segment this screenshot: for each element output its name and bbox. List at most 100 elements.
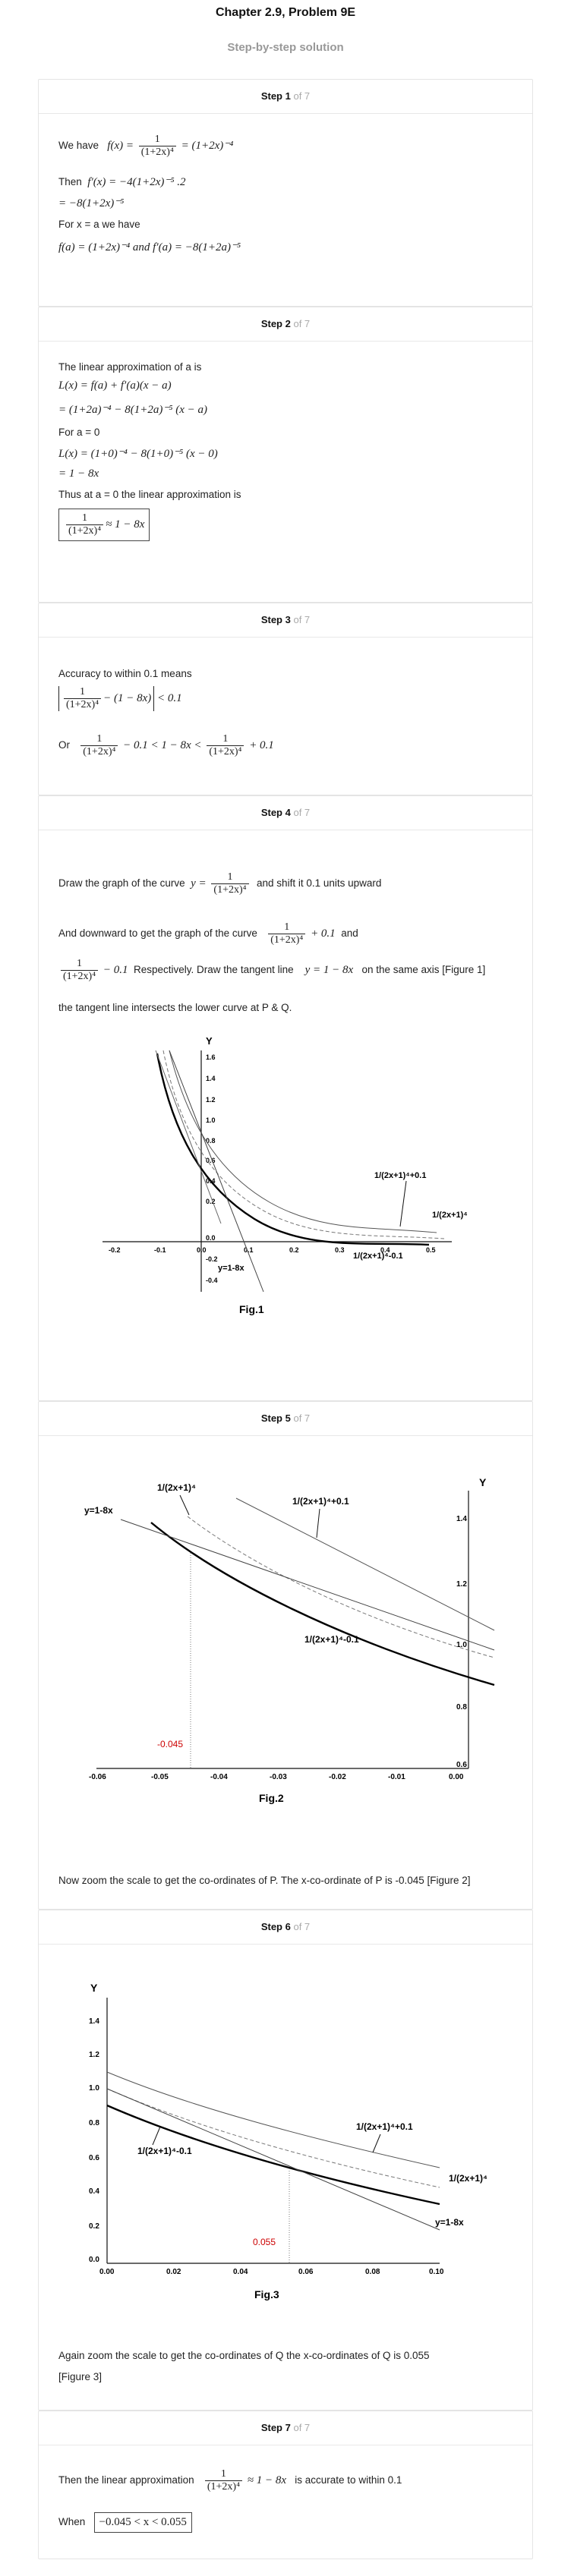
- fig2-xtick: -0.02: [329, 1773, 346, 1781]
- fig2-label-upper: 1/(2x+1)⁴+0.1: [292, 1496, 349, 1507]
- step-7-line-1: Then the linear approximation 1 (1+2x)⁴ ≈…: [58, 2468, 402, 2493]
- step-5-card: Step 5 of 7 Y 1.4 1.2 1.0 0.8 0.6 -0.06 …: [38, 1401, 533, 1910]
- fig3-xtick: 0.02: [166, 2268, 181, 2276]
- step-1-header: Step 1 of 7: [39, 80, 532, 114]
- step-2-result: 1 (1+2x)⁴ ≈ 1 − 8x: [58, 509, 150, 541]
- fig1-tangent-line-2: [155, 1050, 222, 1224]
- fig3-ytick: 0.6: [89, 2154, 99, 2162]
- step-4-t2: And downward to get the graph of the cur…: [58, 921, 358, 946]
- fig2-ytick: 0.8: [456, 1703, 467, 1712]
- fig2-label-upper-arrow: [316, 1508, 320, 1538]
- fig2-xtick: -0.05: [151, 1773, 169, 1781]
- fig2-label-tangent: y=1-8x: [84, 1505, 113, 1516]
- fig3-curve-mid: [106, 2088, 440, 2188]
- fig1-xticks: -0.2 -0.1 0.0 0.1 0.2 0.3 0.4 0.5: [109, 1246, 436, 1254]
- fig1-xtick: 0.3: [335, 1246, 345, 1254]
- fig2-xtick: -0.03: [270, 1773, 287, 1781]
- page-title: Chapter 2.9, Problem 9E: [215, 6, 356, 19]
- fig1-label-mid: 1/(2x+1)⁴: [432, 1211, 468, 1220]
- fig2-curve-upper: [235, 1497, 495, 1631]
- fig3-ytick: 1.4: [89, 2017, 99, 2026]
- fig3-ytick: 1.2: [89, 2051, 99, 2059]
- fig1-ytick: 1.0: [206, 1116, 216, 1124]
- fig1-label-lower: 1/(2x+1)⁴-0.1: [353, 1252, 403, 1261]
- fig1-tangent-line: [169, 1050, 264, 1293]
- fig3-label-tangent: y=1-8x: [435, 2217, 464, 2228]
- fig1-caption: Fig.1: [239, 1303, 264, 1315]
- step-4-t4: the tangent line intersects the lower cu…: [58, 1002, 292, 1013]
- fig3-label-mid: 1/(2x+1)⁴: [449, 2173, 487, 2184]
- fig1-ytick: 1.4: [206, 1075, 216, 1082]
- step-2-thus: Thus at a = 0 the linear approximation i…: [58, 489, 241, 500]
- fig1-label-upper: 1/(2x+1)⁴+0.1: [374, 1171, 426, 1180]
- fig2-label-lower: 1/(2x+1)⁴-0.1: [304, 1634, 359, 1645]
- fig2-yticks: 1.4 1.2 1.0 0.8 0.6: [456, 1515, 467, 1769]
- step-4-t3: 1 (1+2x)⁴ − 0.1 Respectively. Draw the ta…: [58, 958, 485, 983]
- fig2-point-label: -0.045: [157, 1739, 183, 1749]
- fig1-curve-upper: [169, 1050, 437, 1233]
- step-4-card: Step 4 of 7 Draw the graph of the curve …: [38, 795, 533, 1401]
- fig1-ytick: -0.4: [206, 1277, 218, 1284]
- step-2-l3: L(x) = (1+0)⁻⁴ − 8(1+0)⁻⁵ (x − 0): [58, 448, 218, 460]
- fig3-ytick: 0.0: [89, 2256, 99, 2264]
- fig1-label-tangent: y=1-8x: [218, 1264, 244, 1273]
- fig2-ytick: 0.6: [456, 1761, 467, 1769]
- fig1-xtick: 0.5: [426, 1246, 436, 1254]
- fig1-xtick: -0.2: [109, 1246, 121, 1254]
- fig3-xtick: 0.10: [429, 2268, 444, 2276]
- step-2-l4: = 1 − 8x: [58, 468, 99, 480]
- step-2-l2: = (1+2a)⁻⁴ − 8(1+2a)⁻⁵ (x − a): [58, 404, 208, 416]
- fig3-label-upper-arrow: [372, 2134, 381, 2153]
- fig3-xtick: 0.04: [233, 2268, 248, 2276]
- step-2-header: Step 2 of 7: [39, 307, 532, 342]
- fig3-ytick: 1.0: [89, 2084, 99, 2093]
- step-5-header: Step 5 of 7: [39, 1402, 532, 1436]
- step-6-text-1: Again zoom the scale to get the co-ordin…: [58, 2350, 430, 2361]
- fig2-label-mid-arrow: [179, 1494, 190, 1516]
- fig3-yticks: 1.4 1.2 1.0 0.8 0.6 0.4 0.2 0.0: [89, 2017, 99, 2264]
- fig1-y-label: Y: [206, 1035, 213, 1047]
- fig1-xtick: 0.0: [197, 1246, 207, 1254]
- fig2-y-label: Y: [479, 1476, 487, 1488]
- step-2-body: The linear approximation of a is L(x) = …: [39, 342, 532, 541]
- fig2-curve-lower: [150, 1522, 495, 1686]
- step-3-ineq-2: Or 1 (1+2x)⁴ − 0.1 < 1 − 8x < 1 (1+2x)⁴ + …: [58, 733, 274, 757]
- fig2-label-mid: 1/(2x+1)⁴: [157, 1482, 196, 1493]
- fig1-curve-mid: [162, 1050, 445, 1239]
- fig1-ytick: 0.6: [206, 1157, 216, 1164]
- fig3-label-upper: 1/(2x+1)⁴+0.1: [356, 2121, 413, 2132]
- step-3-ineq-1: 1 (1+2x)⁴ − (1 − 8x) < 0.1: [58, 686, 182, 711]
- step-1-line-3: = −8(1+2x)⁻⁵: [58, 197, 125, 209]
- fig3-curve-lower: [106, 2104, 440, 2206]
- fig3-caption: Fig.3: [254, 2288, 279, 2300]
- fig1-ytick: -0.2: [206, 1255, 218, 1263]
- step-3-card: Step 3 of 7 Accuracy to within 0.1 means…: [38, 603, 533, 795]
- step-7-body: Then the linear approximation 1 (1+2x)⁴ ≈…: [39, 2445, 532, 2533]
- fig2-xtick: -0.01: [388, 1773, 405, 1781]
- fig2-ytick: 1.2: [456, 1580, 467, 1589]
- step-1-line-4: For x = a we have: [58, 219, 140, 230]
- step-6-card: Step 6 of 7 Y 1.4 1.2 1.0 0.8 0.6 0.4 0.…: [38, 1910, 533, 2411]
- fig2-xtick: -0.04: [210, 1773, 228, 1781]
- step-7-card: Step 7 of 7 Then the linear approximatio…: [38, 2411, 533, 2559]
- fig3-ytick: 0.8: [89, 2119, 99, 2127]
- fig1-ytick: 1.2: [206, 1096, 216, 1104]
- fig2-ytick: 1.4: [456, 1515, 467, 1523]
- fig2-curve-mid: [187, 1516, 495, 1658]
- step-6-text-2: [Figure 3]: [58, 2371, 103, 2382]
- step-2-l1: L(x) = f(a) + f′(a)(x − a): [58, 379, 172, 392]
- step-1-card: Step 1 of 7 We have f(x) = 1 (1+2x)⁴ = (1…: [38, 79, 533, 307]
- fig1-ytick: 0.2: [206, 1198, 216, 1205]
- step-3-header: Step 3 of 7: [39, 603, 532, 638]
- fig2-xtick: 0.00: [449, 1773, 464, 1781]
- fig3-xtick: 0.00: [99, 2268, 115, 2276]
- step-4-t1: Draw the graph of the curve y = 1 (1+2x)⁴…: [58, 871, 382, 896]
- step-1-body: We have f(x) = 1 (1+2x)⁴ = (1+2x)⁻⁴ Then …: [39, 114, 532, 254]
- fig1-ytick: 1.6: [206, 1053, 216, 1061]
- fig3-y-label: Y: [90, 1982, 98, 1994]
- fig3-ytick: 0.2: [89, 2222, 99, 2231]
- step-1-line-1: We have f(x) = 1 (1+2x)⁴ = (1+2x)⁻⁴: [58, 134, 234, 158]
- step-4-body: Draw the graph of the curve y = 1 (1+2x)⁴…: [39, 830, 532, 1419]
- step-2-card: Step 2 of 7 The linear approximation of …: [38, 307, 533, 603]
- step-2-intro: The linear approximation of a is: [58, 361, 202, 373]
